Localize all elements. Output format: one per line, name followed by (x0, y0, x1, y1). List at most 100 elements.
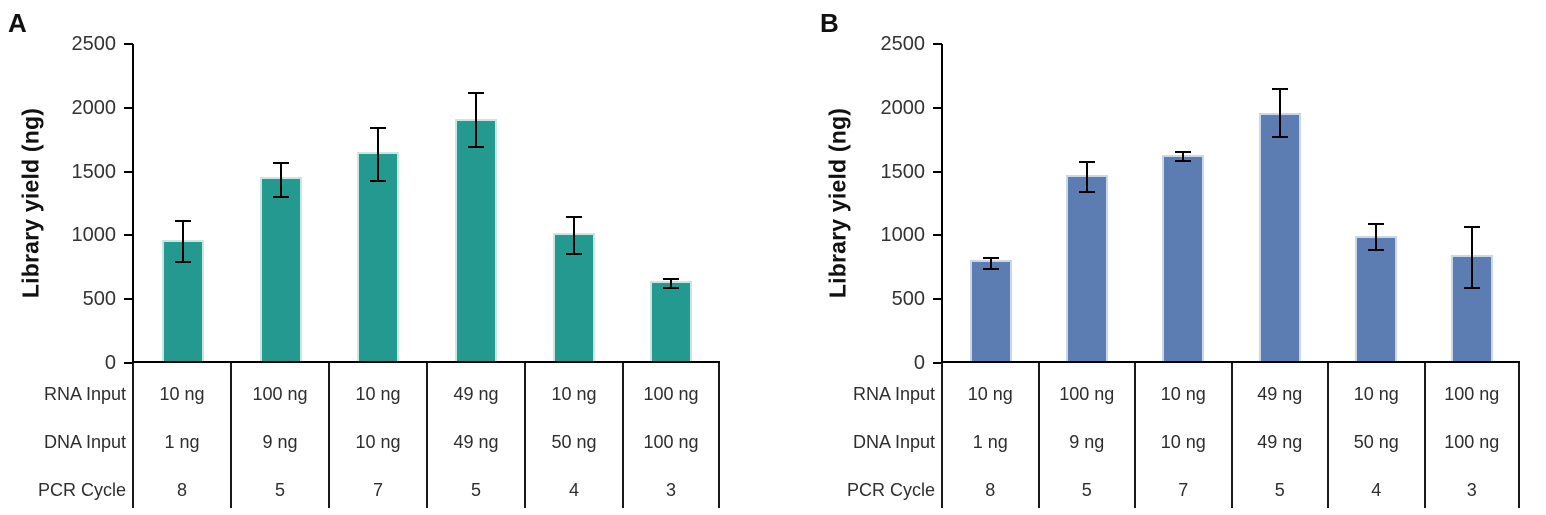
y-tick-label: 1000 (71, 224, 117, 247)
error-bar-cap-top (983, 256, 1000, 259)
bar (1066, 174, 1109, 361)
table-row-label: PCR Cycle (846, 480, 935, 501)
error-bar-line (1374, 223, 1377, 251)
error-bar-line (1086, 162, 1089, 192)
table-cell: 8 (941, 459, 1038, 508)
bar (970, 260, 1013, 361)
error-bar-cap-bottom (1079, 191, 1096, 194)
y-tick-label: 0 (913, 352, 925, 374)
x-axis-table-row-labels: RNA Input DNA Input PCR Cycle (773, 363, 935, 508)
table-cell: 100 ng (230, 363, 328, 412)
error-bar-cap-top (1271, 88, 1288, 91)
error-bar-cap-bottom (1367, 249, 1384, 252)
y-tick-label: 2000 (71, 96, 117, 119)
panel-label-a: A (8, 8, 27, 38)
error-bar-cap-bottom (663, 286, 680, 289)
error-bar-cap-bottom (370, 179, 387, 182)
panel-label-b: B (820, 8, 839, 38)
panel-a: A Library yield (ng) 10 ng 100 ng 10 ng 49 … (0, 8, 720, 508)
y-tick-mark (933, 106, 942, 109)
y-axis-title: Library yield (ng) (17, 107, 44, 299)
table-cell: 100 ng (622, 411, 720, 460)
bar (650, 280, 693, 361)
table-cell: 10 ng (1134, 411, 1231, 460)
error-bar-cap-bottom (565, 252, 582, 255)
y-tick-mark (124, 234, 133, 237)
y-tick-mark (933, 298, 942, 301)
table-cell: 9 ng (1037, 411, 1135, 460)
table-cell: 50 ng (524, 411, 622, 460)
table-row-label: DNA Input (852, 431, 935, 452)
error-bar-line (474, 93, 477, 147)
table-cell: 10 ng (328, 411, 426, 460)
y-tick-label: 2500 (880, 33, 926, 55)
error-bar-cap-top (1079, 161, 1096, 164)
y-tick-mark (124, 362, 133, 364)
error-bar-cap-bottom (174, 261, 191, 264)
table-cell: 100 ng (1423, 411, 1520, 460)
y-tick-mark (933, 170, 942, 173)
error-bar-line (572, 216, 575, 254)
error-bar-line (990, 257, 993, 269)
table-cell: 7 (328, 459, 426, 508)
bar (454, 118, 497, 361)
table-cell: 5 (1037, 459, 1135, 508)
error-bar-cap-bottom (467, 145, 484, 148)
error-bar-cap-top (272, 161, 289, 164)
x-axis-table-row-labels: RNA Input DNA Input PCR Cycle (0, 363, 126, 508)
table-cell: 100 ng (1423, 363, 1520, 412)
y-tick-label: 1500 (71, 160, 117, 183)
y-tick-mark (124, 43, 133, 45)
error-bar-cap-top (1175, 151, 1192, 154)
bar (259, 177, 302, 361)
bar (1354, 235, 1397, 361)
error-bar-cap-bottom (1175, 160, 1192, 163)
y-tick-label: 500 (82, 288, 116, 311)
bar (1162, 154, 1205, 361)
error-bar-cap-top (467, 92, 484, 95)
table-row-label: RNA Input (852, 383, 935, 404)
error-bar-cap-top (1367, 222, 1384, 225)
error-bar-cap-top (370, 127, 387, 130)
error-bar-line (377, 128, 380, 181)
table-cell: 49 ng (426, 363, 524, 412)
table-cell: 49 ng (1230, 363, 1328, 412)
table-cell: 3 (1423, 459, 1520, 508)
error-bar-cap-top (663, 277, 680, 280)
x-axis-table: 10 ng 100 ng 10 ng 49 ng 10 ng 100 ng 1 ng 9 ng… (941, 363, 1520, 508)
y-tick-label: 2000 (880, 96, 926, 119)
error-bar-line (1470, 227, 1473, 288)
y-tick-mark (124, 106, 133, 109)
plot-area (124, 43, 720, 364)
error-bar-line (181, 221, 184, 263)
error-bar-cap-bottom (983, 267, 1000, 270)
y-axis-title: Library yield (ng) (824, 107, 851, 299)
table-cell: 10 ng (1327, 363, 1424, 412)
y-tick-mark (124, 298, 133, 301)
table-cell: 3 (622, 459, 720, 508)
table-cell: 7 (1134, 459, 1231, 508)
error-bar-cap-top (1463, 226, 1480, 229)
table-cell: 10 ng (941, 363, 1038, 412)
table-cell: 1 ng (941, 411, 1038, 460)
table-cell: 8 (132, 459, 230, 508)
table-cell: 49 ng (426, 411, 524, 460)
error-bar-cap-top (565, 215, 582, 218)
y-tick-label: 1500 (880, 160, 926, 183)
table-cell: 10 ng (1134, 363, 1231, 412)
y-tick-label: 1000 (880, 224, 926, 247)
y-tick-label: 500 (891, 288, 925, 311)
error-bar-line (279, 162, 282, 198)
table-cell: 49 ng (1230, 411, 1328, 460)
y-tick-mark (124, 170, 133, 173)
bar (1258, 112, 1301, 361)
table-cell: 50 ng (1327, 411, 1424, 460)
error-bar-cap-bottom (1271, 136, 1288, 139)
table-cell: 1 ng (132, 411, 230, 460)
table-cell: 10 ng (132, 363, 230, 412)
panel-b: B Library yield (ng) 10 ng 100 ng 10 ng 49 … (773, 0, 1546, 515)
y-tick-label: 0 (104, 352, 116, 374)
error-bar-line (1182, 152, 1185, 162)
table-cell: 9 ng (230, 411, 328, 460)
